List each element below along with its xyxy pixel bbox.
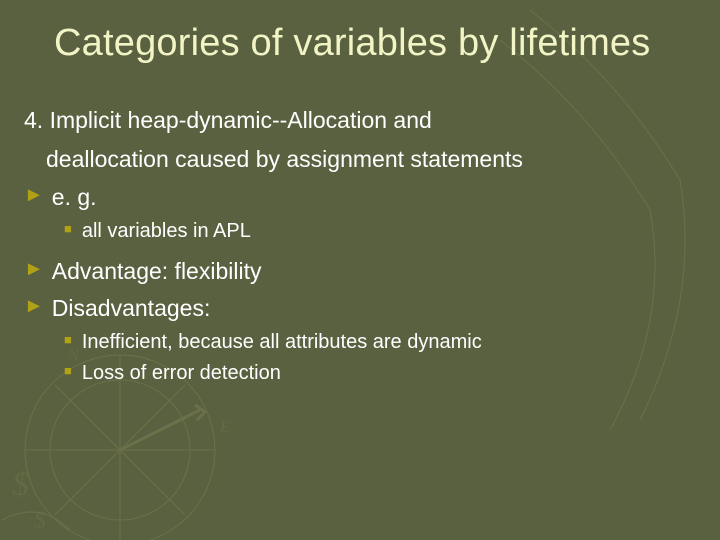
bullet-label: Disadvantages: — [52, 293, 211, 324]
square-icon: ■ — [64, 360, 72, 382]
sub-bullet-text: Loss of error detection — [82, 360, 281, 387]
arrow-icon: ► — [24, 256, 44, 283]
bullet-label: Advantage: flexibility — [52, 256, 262, 287]
sub-bullet-text: all variables in APL — [82, 218, 251, 245]
bullet-item: ► Disadvantages: — [0, 290, 720, 327]
bullet-item: ► Advantage: flexibility — [0, 253, 720, 290]
square-icon: ■ — [64, 218, 72, 240]
slide-title: Categories of variables by lifetimes — [0, 0, 720, 93]
sub-bullet-text: Inefficient, because all attributes are … — [82, 329, 482, 356]
sub-bullet-item: ■ all variables in APL — [0, 216, 720, 247]
svg-text:$: $ — [12, 466, 29, 503]
heading-line-2: deallocation caused by assignment statem… — [0, 140, 720, 179]
svg-text:E: E — [219, 419, 230, 436]
sub-bullet-item: ■ Loss of error detection — [0, 358, 720, 389]
square-icon: ■ — [64, 329, 72, 351]
arrow-icon: ► — [24, 293, 44, 320]
arrow-icon: ► — [24, 182, 44, 209]
bullet-label: e. g. — [52, 182, 97, 213]
sub-bullet-item: ■ Inefficient, because all attributes ar… — [0, 327, 720, 358]
svg-text:$: $ — [34, 508, 46, 534]
heading-line-1: 4. Implicit heap-dynamic--Allocation and — [0, 101, 720, 140]
bullet-item: ► e. g. — [0, 179, 720, 216]
